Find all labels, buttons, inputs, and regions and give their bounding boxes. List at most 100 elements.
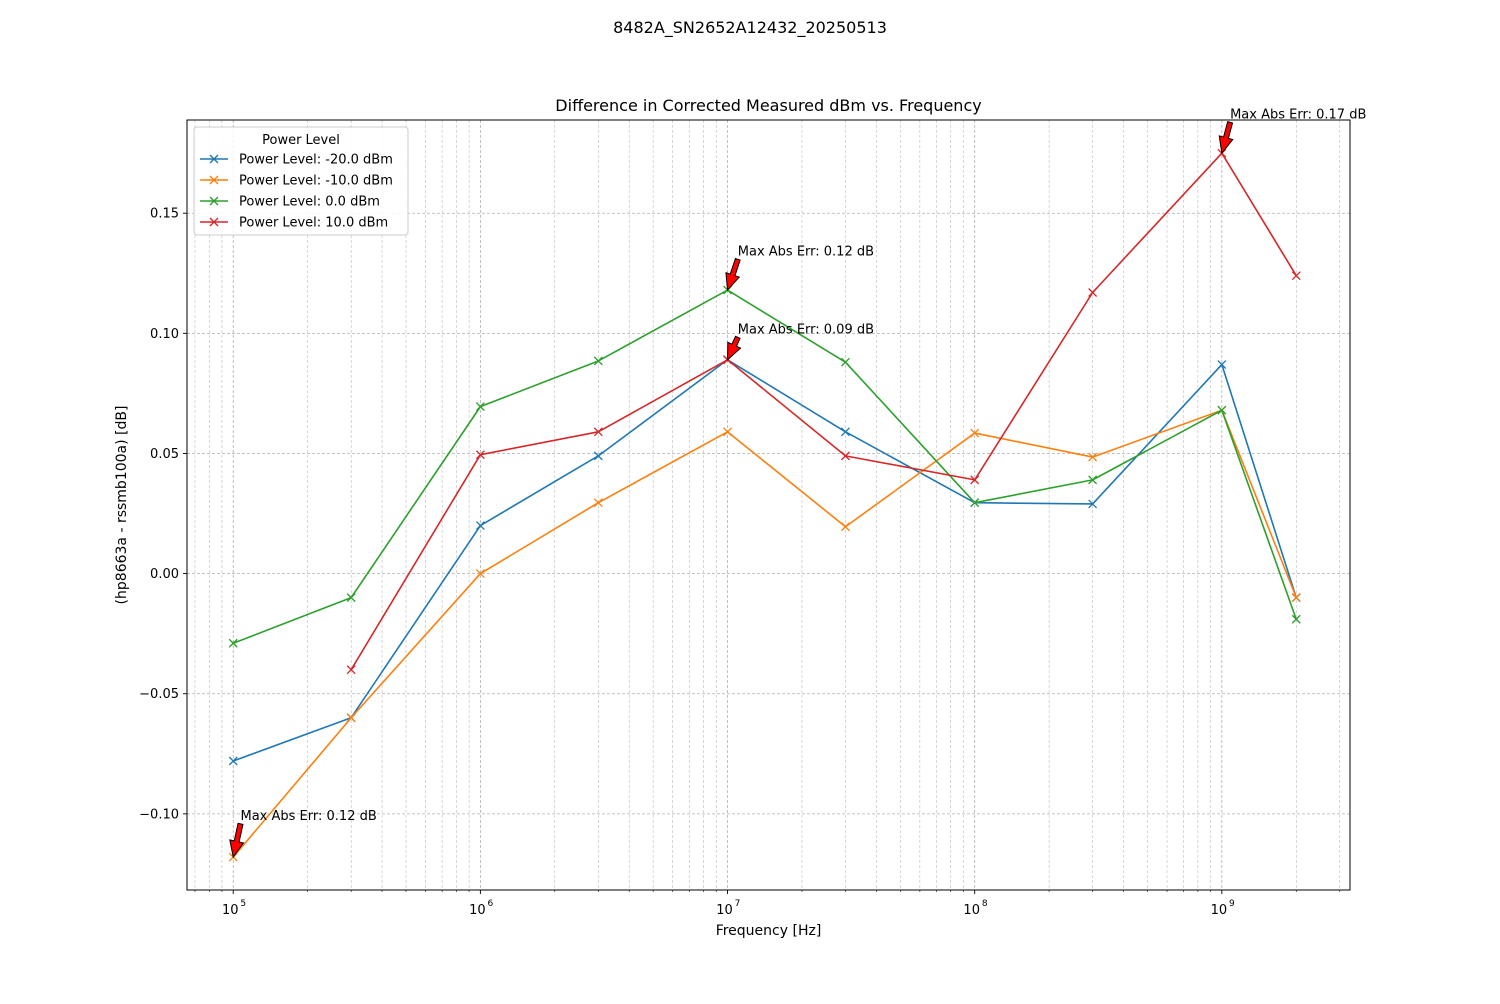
x-tick-exponent: 9: [1229, 899, 1235, 909]
point-marker-stroke: [346, 713, 356, 723]
data-point: [593, 427, 603, 437]
series-2: [228, 405, 1301, 862]
data-point: [1217, 360, 1227, 370]
legend-item: Power Level: 0.0 dBm: [200, 195, 380, 210]
legend-label: Power Level: -20.0 dBm: [239, 153, 393, 168]
point-marker-stroke: [593, 451, 603, 461]
y-tick-label: −0.10: [139, 807, 179, 822]
chart-title: Difference in Corrected Measured dBm vs.…: [555, 96, 981, 115]
data-point: [1088, 452, 1098, 462]
grid-layer: [187, 120, 1350, 890]
point-marker-stroke: [723, 427, 733, 437]
data-point: [841, 522, 850, 532]
data-point: [1291, 614, 1301, 624]
legend-frame: [193, 126, 409, 236]
point-marker-stroke: [228, 638, 238, 648]
legend-item: Power Level: 10.0 dBm: [200, 216, 388, 231]
point-marker-stroke: [970, 498, 980, 508]
series-1: [228, 355, 1301, 766]
x-axis-label: Frequency [Hz]: [716, 923, 822, 939]
annotation-layer: Max Abs Err: 0.12 dB Max Abs Err: 0.12 dB…: [229, 107, 1366, 859]
legend-title: Power Level: [262, 133, 340, 148]
point-marker-stroke: [209, 175, 219, 185]
data-point: [593, 498, 603, 508]
y-tick-label: 0.05: [150, 447, 179, 462]
x-tick-exponent: 6: [488, 899, 494, 909]
point-marker-stroke: [1088, 288, 1098, 297]
data-point: [475, 402, 485, 412]
annotation-text: Max Abs Err: 0.12 dB: [738, 244, 874, 259]
data-point: [346, 593, 356, 603]
point-marker-stroke: [970, 475, 980, 485]
x-tick-label: 10: [222, 903, 239, 918]
legend-item: Power Level: -20.0 dBm: [200, 153, 393, 168]
y-axis-label: (hp8663a - rssmb100a) [dB]: [114, 406, 130, 605]
point-marker-stroke: [475, 521, 485, 531]
annotation-arrow: [1218, 121, 1234, 155]
data-point: [228, 638, 238, 648]
x-tick-label: 10: [963, 903, 980, 918]
point-marker-stroke: [228, 756, 238, 766]
x-tick-label: 10: [1211, 903, 1228, 918]
data-point: [209, 196, 219, 206]
x-tick-label: 10: [469, 903, 486, 918]
series-4: [346, 148, 1301, 675]
series-line: [232, 358, 1298, 762]
annotation-arrow: [725, 257, 741, 292]
data-point: [1088, 499, 1098, 509]
annotation-arrow: [727, 335, 742, 361]
data-point: [475, 521, 485, 531]
annotation: Max Abs Err: 0.17 dB: [1218, 107, 1366, 155]
data-point: [1217, 405, 1227, 415]
y-tick-label: 0.15: [150, 207, 179, 222]
legend-item: Power Level: -10.0 dBm: [200, 174, 393, 189]
data-point: [475, 450, 485, 460]
point-marker-stroke: [1088, 475, 1098, 485]
y-tick-label: 0.10: [150, 327, 179, 342]
point-marker-stroke: [841, 522, 850, 532]
data-point: [970, 475, 980, 485]
point-marker-stroke: [1291, 271, 1301, 281]
data-point: [593, 356, 603, 366]
point-marker-stroke: [1217, 360, 1227, 370]
point-marker-stroke: [1291, 614, 1301, 624]
legend: Power Level Power Level: -20.0 dBm Power L…: [193, 126, 409, 236]
series-line: [232, 289, 1298, 645]
point-marker-stroke: [475, 569, 485, 579]
series-layer: [228, 148, 1301, 862]
axes-frame: [186, 119, 1351, 891]
x-tick-exponent: 8: [982, 899, 988, 909]
y-tick-label: −0.05: [139, 687, 179, 702]
legend-label: Power Level: 0.0 dBm: [239, 195, 380, 210]
x-tick-exponent: 7: [735, 899, 741, 909]
y-tick-label: 0.00: [150, 567, 179, 582]
data-point: [209, 175, 219, 185]
series-3: [228, 285, 1301, 648]
point-marker-stroke: [593, 498, 603, 508]
data-point: [841, 427, 850, 437]
series-line: [232, 409, 1297, 858]
data-point: [1088, 475, 1098, 485]
data-point: [970, 498, 980, 508]
data-point: [228, 756, 238, 766]
point-marker-stroke: [475, 402, 485, 412]
data-point: [1088, 288, 1098, 297]
x-tick-exponent: 5: [240, 899, 246, 909]
point-marker-stroke: [346, 665, 356, 675]
point-marker-stroke: [209, 217, 219, 227]
annotation-text: Max Abs Err: 0.09 dB: [738, 322, 874, 337]
legend-label: Power Level: 10.0 dBm: [239, 216, 388, 231]
point-marker-stroke: [209, 196, 219, 206]
point-marker-stroke: [346, 593, 356, 603]
data-point: [346, 665, 356, 675]
point-marker-stroke: [1217, 405, 1227, 415]
data-point: [970, 428, 980, 438]
annotation-text: Max Abs Err: 0.12 dB: [241, 809, 377, 824]
data-point: [723, 427, 733, 437]
point-marker-stroke: [1291, 593, 1301, 603]
data-point: [209, 217, 219, 227]
data-point: [475, 569, 485, 579]
